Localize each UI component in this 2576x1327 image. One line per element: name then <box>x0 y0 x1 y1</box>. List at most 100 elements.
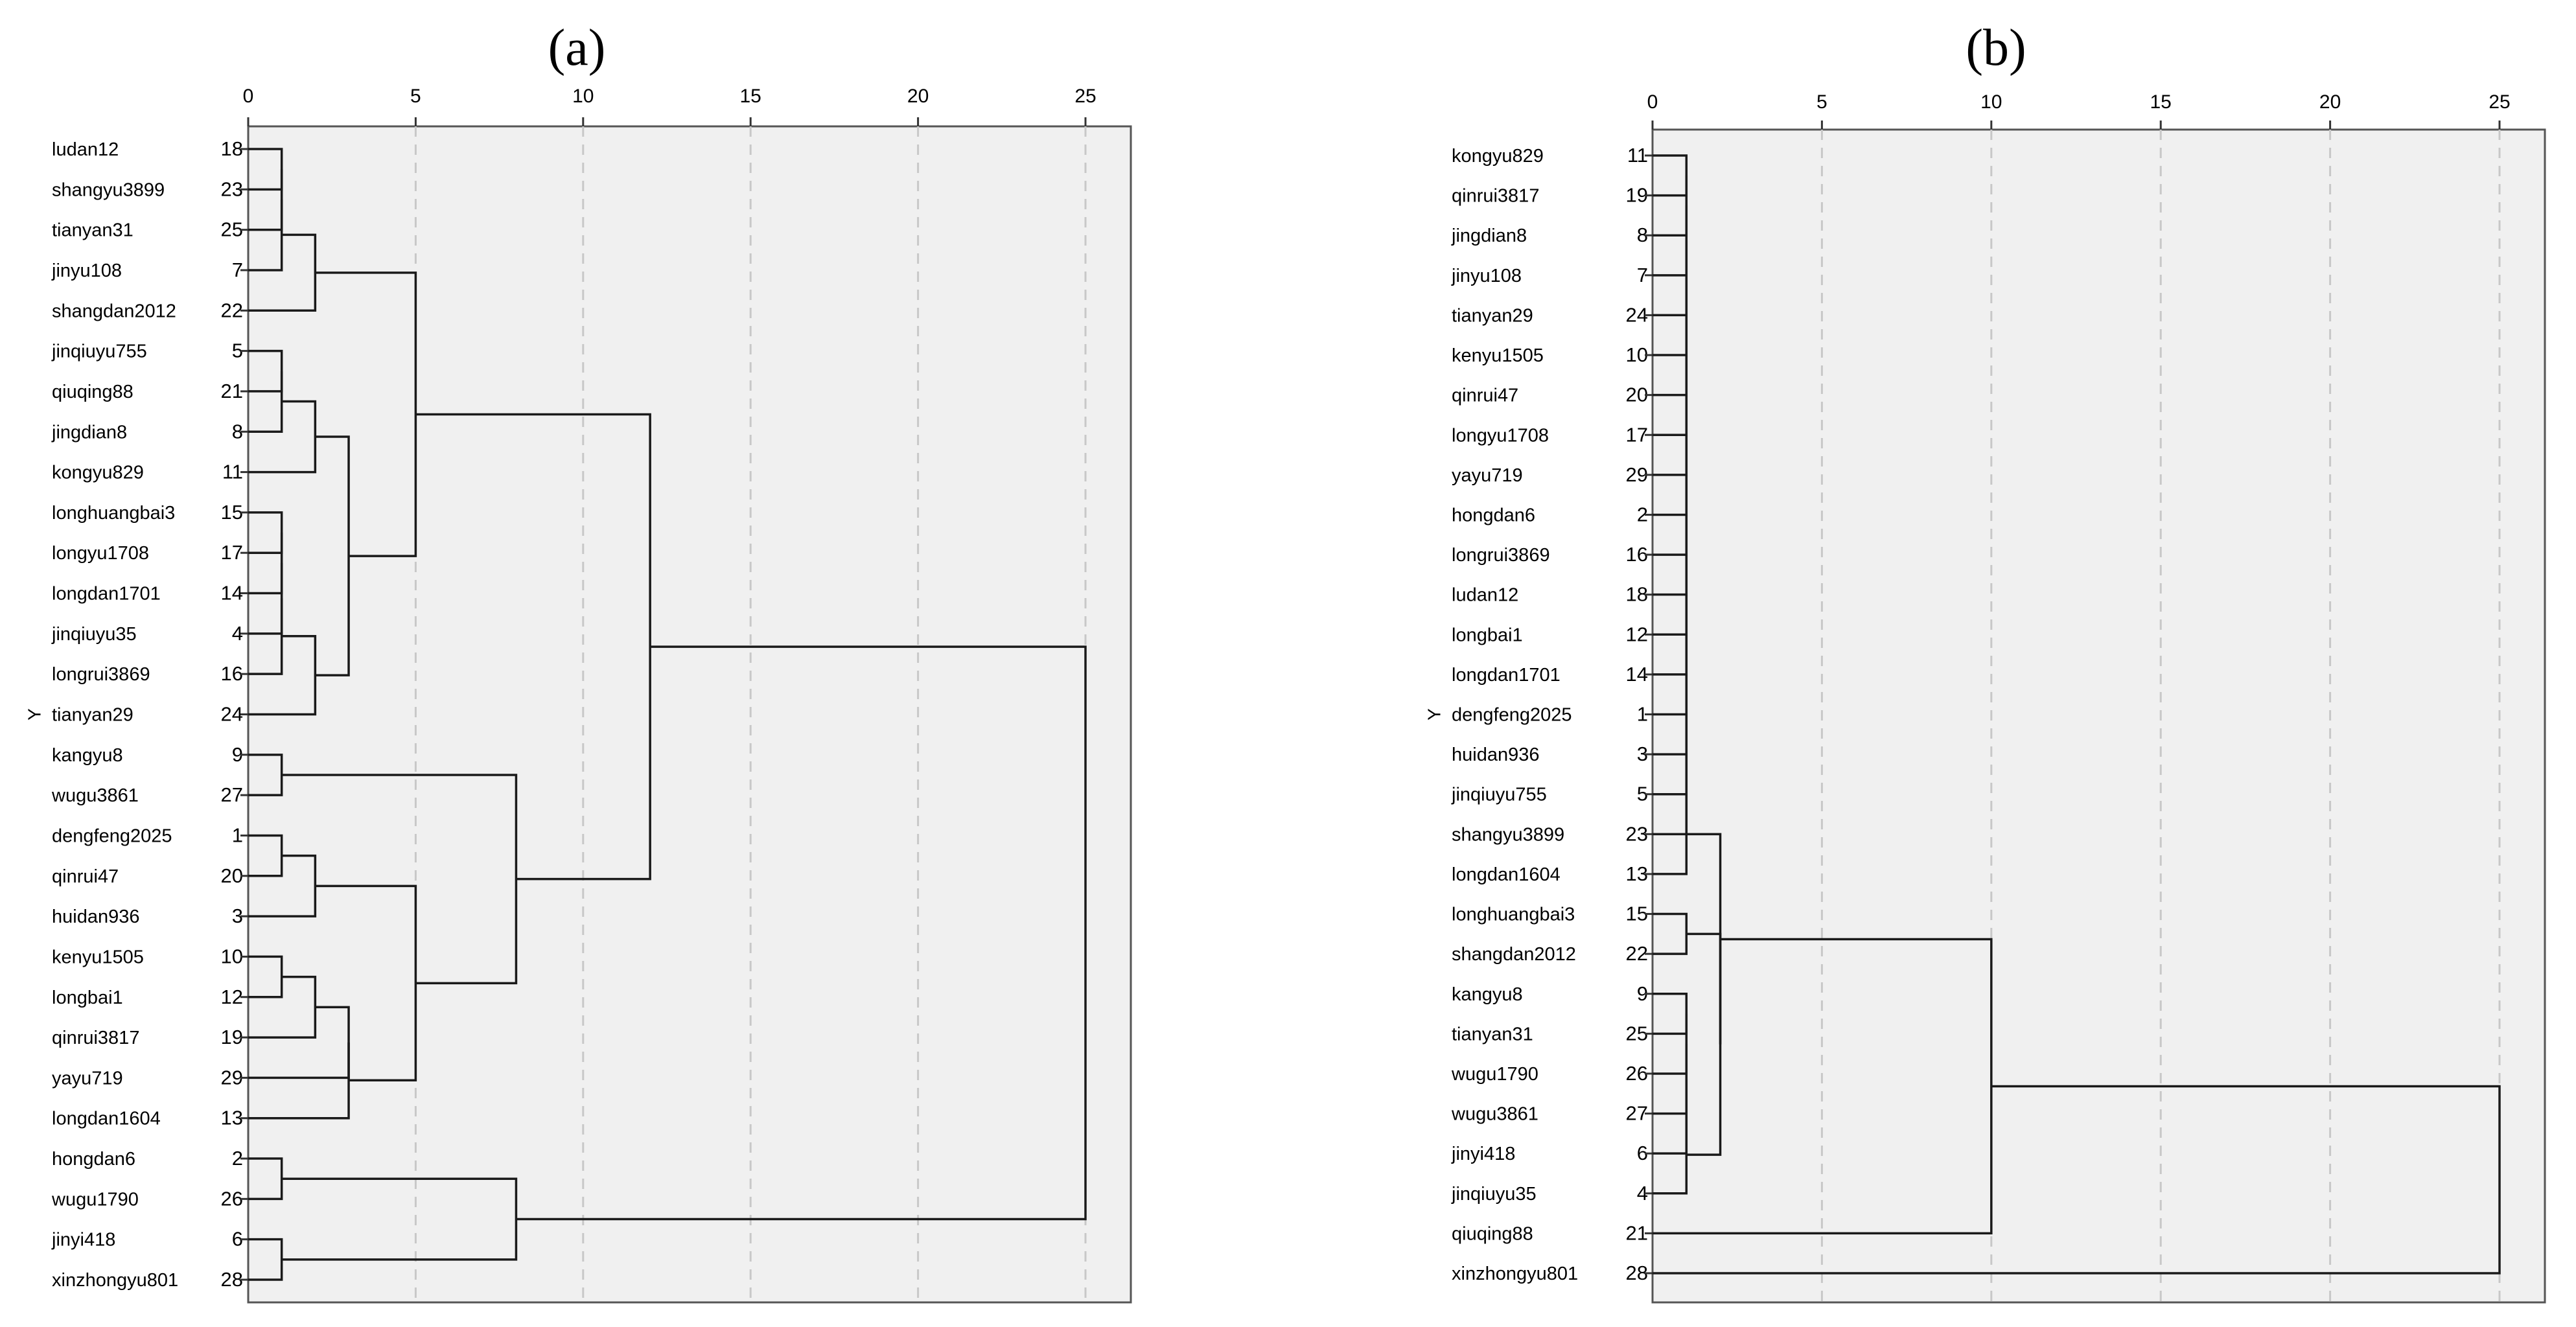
plot-area <box>1651 128 2546 1304</box>
leaf-label: huidan936 <box>52 906 139 927</box>
leaf-label: tianyan31 <box>52 220 133 241</box>
leaf-id: 29 <box>1626 463 1648 486</box>
leaf-id: 25 <box>1626 1022 1648 1044</box>
leaf-id: 2 <box>232 1147 243 1170</box>
leaf-id: 8 <box>232 420 243 443</box>
leaf-id: 5 <box>1637 783 1648 805</box>
x-tick-label: 0 <box>1647 91 1658 113</box>
leaf-label: huidan936 <box>1452 744 1539 765</box>
leaf-label: longdan1701 <box>52 584 161 605</box>
leaf-id: 14 <box>1626 663 1648 686</box>
leaf-id: 19 <box>221 1026 243 1048</box>
leaf-id: 20 <box>221 864 243 887</box>
leaf-label: qiuqing88 <box>1452 1223 1533 1244</box>
leaf-label: wugu1790 <box>51 1189 139 1210</box>
leaf-label: qinrui47 <box>52 866 119 887</box>
leaf-label: longdan1604 <box>1452 864 1561 885</box>
leaf-label: longrui3869 <box>1452 545 1550 566</box>
panel-label: (a) <box>548 19 606 76</box>
dendrogram-link <box>516 645 1087 1221</box>
leaf-id: 6 <box>1637 1142 1648 1164</box>
dendrogram-link <box>248 199 283 271</box>
x-tick-label: 15 <box>2150 91 2172 113</box>
leaf-id: 10 <box>1626 343 1648 366</box>
x-tick-label: 5 <box>1816 91 1828 113</box>
leaf-label: jinqiuyu35 <box>51 624 137 645</box>
leaf-label: longhuangbai3 <box>1452 905 1575 925</box>
leaf-label: qinrui3817 <box>1452 186 1539 207</box>
x-tick-label: 15 <box>740 86 761 107</box>
leaf-label: shangdan2012 <box>52 301 176 321</box>
dendrogram-link <box>1686 833 1722 1044</box>
leaf-id: 12 <box>221 986 243 1008</box>
leaf-id: 14 <box>221 582 243 605</box>
leaf-id: 24 <box>1626 303 1648 326</box>
leaf-id: 3 <box>232 905 243 927</box>
leaf-id: 1 <box>232 824 243 846</box>
dendrogram-link <box>1653 794 1688 875</box>
dendrogram-link <box>1653 1116 1688 1195</box>
leaf-label: kenyu1505 <box>1452 345 1544 366</box>
dendrogram-link <box>248 1042 350 1120</box>
leaf-id: 23 <box>1626 822 1648 845</box>
leaf-id: 23 <box>221 178 243 200</box>
leaf-label: jinyu108 <box>51 260 122 281</box>
dendrogram-link <box>1653 1085 2501 1275</box>
leaf-id: 4 <box>1637 1182 1648 1205</box>
leaf-label: jinyi418 <box>1451 1144 1515 1164</box>
leaf-label: kenyu1505 <box>52 947 144 967</box>
leaf-id: 21 <box>221 380 243 402</box>
leaf-id: 26 <box>1626 1062 1648 1085</box>
leaf-id: 7 <box>1637 264 1648 286</box>
leaf-id: 17 <box>221 541 243 564</box>
leaf-id: 11 <box>222 461 243 483</box>
leaf-id: 24 <box>221 703 243 726</box>
leaf-label: hongdan6 <box>52 1149 135 1170</box>
x-tick-label: 20 <box>907 86 929 107</box>
leaf-label: wugu1790 <box>1451 1064 1538 1085</box>
leaf-id: 16 <box>221 662 243 685</box>
leaf-label: jingdian8 <box>51 422 127 443</box>
leaf-label: kongyu829 <box>52 463 144 483</box>
leaf-id: 22 <box>1626 942 1648 965</box>
leaf-id: 15 <box>1626 903 1648 925</box>
leaf-id: 22 <box>221 299 243 321</box>
leaf-label: xinzhongyu801 <box>52 1270 178 1291</box>
leaf-id: 5 <box>232 340 243 362</box>
leaf-id: 9 <box>1637 982 1648 1005</box>
leaf-label: longdan1604 <box>52 1109 161 1129</box>
plot-area <box>247 125 1132 1304</box>
leaf-label: ludan12 <box>1452 585 1518 606</box>
leaf-label: jingdian8 <box>1451 225 1527 246</box>
leaf-id: 3 <box>1637 743 1648 765</box>
leaf-id: 11 <box>1627 144 1648 167</box>
dendrogram-link <box>248 148 283 191</box>
leaf-label: jinqiuyu755 <box>51 341 147 362</box>
leaf-label: jinqiuyu35 <box>1451 1184 1537 1205</box>
leaf-id: 10 <box>221 945 243 967</box>
leaf-label: tianyan29 <box>52 705 133 726</box>
leaf-id: 7 <box>232 259 243 281</box>
leaf-id: 1 <box>1637 703 1648 726</box>
leaf-id: 13 <box>221 1107 243 1129</box>
leaf-label: longbai1 <box>1452 625 1523 645</box>
leaf-id: 21 <box>1626 1221 1648 1244</box>
leaf-id: 18 <box>221 137 243 160</box>
leaf-label: kangyu8 <box>1452 984 1523 1005</box>
x-tick-label: 5 <box>410 86 421 107</box>
leaf-id: 15 <box>221 501 243 524</box>
leaf-id: 20 <box>1626 384 1648 406</box>
leaf-label: xinzhongyu801 <box>1452 1264 1578 1284</box>
x-tick-label: 10 <box>572 86 594 107</box>
leaf-label: qiuqing88 <box>52 382 133 402</box>
leaf-label: dengfeng2025 <box>52 825 172 846</box>
leaf-id: 29 <box>221 1066 243 1089</box>
leaf-label: dengfeng2025 <box>1452 705 1572 726</box>
leaf-id: 25 <box>221 218 243 241</box>
leaf-label: shangyu3899 <box>1452 824 1564 845</box>
x-tick-label: 20 <box>2319 91 2341 113</box>
leaf-label: wugu3861 <box>51 785 139 806</box>
leaf-id: 16 <box>1626 543 1648 566</box>
y-axis-label: Y <box>1424 708 1444 721</box>
